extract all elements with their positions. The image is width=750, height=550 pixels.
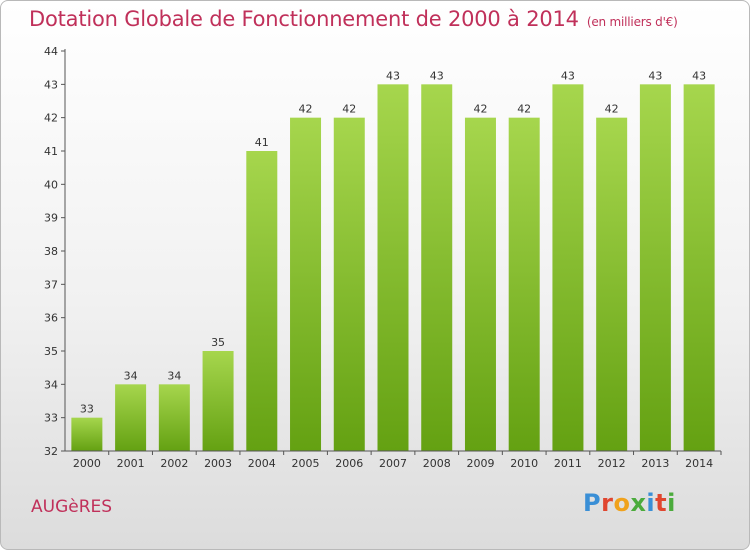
bar-value-label: 34 xyxy=(124,369,138,382)
bar-2010 xyxy=(508,117,540,452)
logo-letter: o xyxy=(613,489,631,517)
y-tick-label: 35 xyxy=(44,345,58,358)
y-tick-label: 32 xyxy=(44,445,58,458)
logo-letter: x xyxy=(630,489,647,517)
y-tick-label: 44 xyxy=(44,45,58,58)
bar-value-label: 42 xyxy=(605,103,619,116)
x-tick-label: 2010 xyxy=(510,457,538,470)
bar-value-label: 35 xyxy=(211,336,225,349)
bar-2003 xyxy=(202,351,234,451)
x-tick-label: 2008 xyxy=(423,457,451,470)
logo-letter: i xyxy=(646,489,656,517)
logo-letter: P xyxy=(583,489,602,517)
x-tick-label: 2002 xyxy=(160,457,188,470)
commune-name: AUGèRES xyxy=(31,497,113,517)
x-tick-label: 2001 xyxy=(117,457,145,470)
bar-2001 xyxy=(115,384,147,451)
bar-value-label: 33 xyxy=(80,403,94,416)
y-tick-label: 38 xyxy=(44,245,58,258)
bar-value-label: 34 xyxy=(167,369,181,382)
bar-value-label: 43 xyxy=(692,69,706,82)
y-tick-label: 37 xyxy=(44,278,58,291)
bar-value-label: 42 xyxy=(342,103,356,116)
bar-2013 xyxy=(639,84,671,451)
bar-value-label: 43 xyxy=(648,69,662,82)
bar-value-label: 43 xyxy=(386,69,400,82)
bar-value-label: 41 xyxy=(255,136,269,149)
x-tick-label: 2000 xyxy=(73,457,101,470)
x-tick-label: 2004 xyxy=(248,457,276,470)
bar-value-label: 43 xyxy=(561,69,575,82)
x-tick-label: 2006 xyxy=(335,457,363,470)
bar-2005 xyxy=(290,117,322,452)
bar-2007 xyxy=(377,84,409,451)
y-tick-label: 33 xyxy=(44,412,58,425)
bar-value-label: 43 xyxy=(430,69,444,82)
bar-2008 xyxy=(421,84,453,451)
bar-2014 xyxy=(683,84,715,451)
bar-value-label: 42 xyxy=(517,103,531,116)
y-tick-label: 34 xyxy=(44,378,58,391)
bars-layer: 33 34 34 35 41 42 42 43 43 42 42 43 42 43 43 xyxy=(71,69,715,452)
logo-letter: t xyxy=(655,489,668,517)
chart-title-text: Dotation Globale de Fonctionnement de 20… xyxy=(29,7,579,31)
x-tick-label: 2014 xyxy=(685,457,713,470)
axis-layer: 32 33 34 35 36 37 38 39 40 41 42 43 44 2000 2001 2002 20… xyxy=(44,45,722,470)
y-tick-label: 42 xyxy=(44,112,58,125)
logo-letter: i xyxy=(667,489,676,517)
proxiti-logo[interactable]: Proxiti xyxy=(583,489,676,517)
bar-value-label: 42 xyxy=(299,103,313,116)
bar-2011 xyxy=(552,84,584,451)
bar-2002 xyxy=(158,384,190,451)
x-tick-label: 2009 xyxy=(466,457,494,470)
y-tick-label: 41 xyxy=(44,145,58,158)
x-tick-label: 2003 xyxy=(204,457,232,470)
bar-2009 xyxy=(464,117,496,452)
bar-2006 xyxy=(333,117,365,452)
x-tick-label: 2013 xyxy=(641,457,669,470)
chart-subtitle: (en milliers d'€) xyxy=(586,15,678,29)
y-tick-label: 40 xyxy=(44,178,58,191)
x-tick-label: 2005 xyxy=(292,457,320,470)
x-tick-label: 2007 xyxy=(379,457,407,470)
bar-2000 xyxy=(71,417,103,451)
bar-value-label: 42 xyxy=(473,103,487,116)
logo-letter: r xyxy=(601,489,614,517)
y-tick-label: 43 xyxy=(44,78,58,91)
x-tick-label: 2011 xyxy=(554,457,582,470)
y-tick-label: 39 xyxy=(44,212,58,225)
chart-title: Dotation Globale de Fonctionnement de 20… xyxy=(29,7,678,31)
bar-2004 xyxy=(246,151,278,451)
x-tick-label: 2012 xyxy=(598,457,626,470)
y-tick-label: 36 xyxy=(44,312,58,325)
bar-2012 xyxy=(596,117,628,452)
